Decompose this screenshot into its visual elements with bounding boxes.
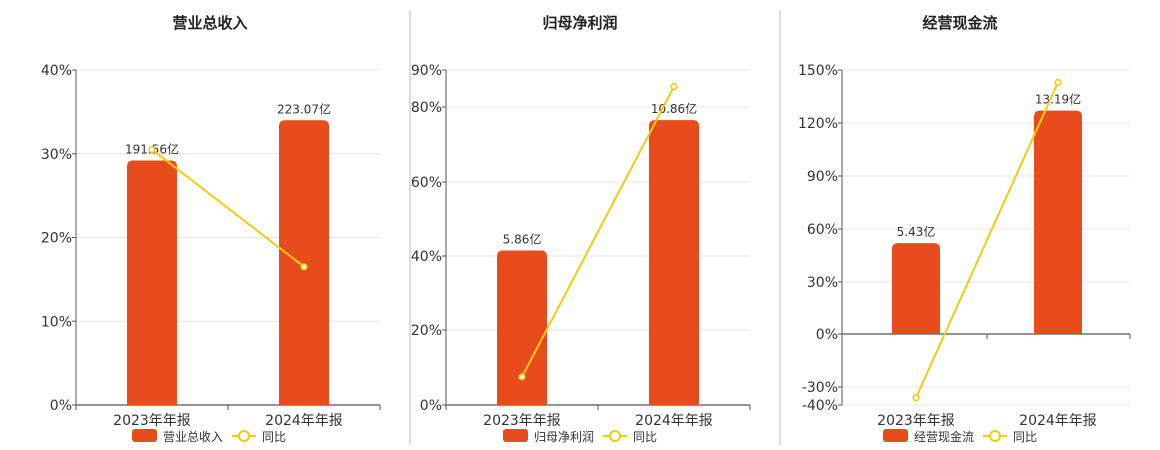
y-tick-label: 20%	[411, 323, 442, 339]
chart-title: 归母净利润	[542, 14, 617, 32]
bar-value-label: 13.19亿	[1035, 92, 1081, 107]
chart-title: 经营现金流	[922, 14, 997, 32]
legend-line-label: 同比	[1013, 430, 1037, 444]
bar-1	[497, 250, 547, 405]
y-tick-label: 10%	[41, 314, 72, 330]
yoy-point	[518, 373, 526, 381]
legend-bar-swatch	[132, 429, 157, 442]
x-category-label: 2024年年报	[265, 413, 343, 429]
y-tick-label: 60%	[807, 222, 838, 238]
chart-1: 营业总收入0%10%20%30%40%191.56亿223.07亿2023年年报…	[41, 14, 381, 444]
yoy-point	[670, 83, 678, 91]
x-category-label: 2024年年报	[635, 413, 713, 429]
y-tick-label: 0%	[420, 398, 442, 414]
bar-value-label: 5.86亿	[503, 231, 542, 246]
x-category-label: 2024年年报	[1019, 413, 1097, 429]
yoy-point	[1054, 78, 1062, 86]
y-tick-label: 80%	[411, 100, 442, 116]
y-tick-label: 0%	[50, 398, 72, 414]
y-tick-label: 30%	[41, 147, 72, 163]
y-tick-label: 90%	[411, 63, 442, 79]
bar-value-label: 5.43亿	[897, 224, 936, 239]
y-tick-label: 40%	[411, 249, 442, 265]
y-tick-label: 150%	[798, 63, 838, 79]
legend-bar-swatch	[883, 429, 908, 442]
legend-bar-label: 经营现金流	[914, 429, 974, 444]
yoy-line	[151, 148, 305, 268]
y-tick-label: 90%	[807, 169, 838, 185]
y-tick-label: -30%	[802, 380, 838, 396]
y-tick-label: 30%	[807, 275, 838, 291]
legend-bar-label: 营业总收入	[163, 430, 223, 444]
yoy-point	[912, 394, 920, 402]
chart-3: 经营现金流 -40% -30% 0% 30% 60% 90% 120% 150% 5.43亿 13.…	[798, 14, 1131, 444]
bar-2	[1034, 110, 1082, 334]
bar-2	[279, 120, 329, 405]
legend-line-label: 同比	[262, 430, 286, 444]
yoy-line	[521, 86, 675, 378]
legend-line-marker	[238, 430, 250, 442]
bar-1	[892, 243, 940, 334]
y-tick-label: 20%	[41, 231, 72, 247]
y-tick-label: 120%	[798, 116, 838, 132]
y-tick-label: 0%	[816, 327, 838, 343]
x-category-label: 2023年年报	[877, 413, 955, 429]
bar-2	[649, 120, 699, 405]
legend-bar-label: 归母净利润	[534, 430, 594, 444]
yoy-point	[148, 145, 156, 154]
legend-line-label: 同比	[633, 430, 657, 444]
x-category-label: 2023年年报	[113, 413, 191, 429]
yoy-line	[915, 81, 1059, 399]
yoy-point	[300, 263, 308, 271]
x-category-label: 2023年年报	[483, 413, 561, 429]
bar-1	[127, 160, 177, 405]
y-tick-label: 60%	[411, 175, 442, 191]
legend-line-marker	[989, 430, 1001, 442]
chart-2: 归母净利润 0% 20% 40% 60% 80% 90% 5.86亿 10.86亿 2023年年报…	[411, 14, 751, 444]
y-tick-label: -40%	[802, 398, 838, 414]
legend-line-marker	[609, 430, 621, 442]
chart-title: 营业总收入	[172, 14, 247, 32]
legend-bar-swatch	[503, 429, 528, 442]
bar-value-label: 223.07亿	[277, 101, 331, 116]
bar-value-label: 10.86亿	[651, 101, 697, 116]
y-tick-label: 40%	[41, 63, 72, 79]
